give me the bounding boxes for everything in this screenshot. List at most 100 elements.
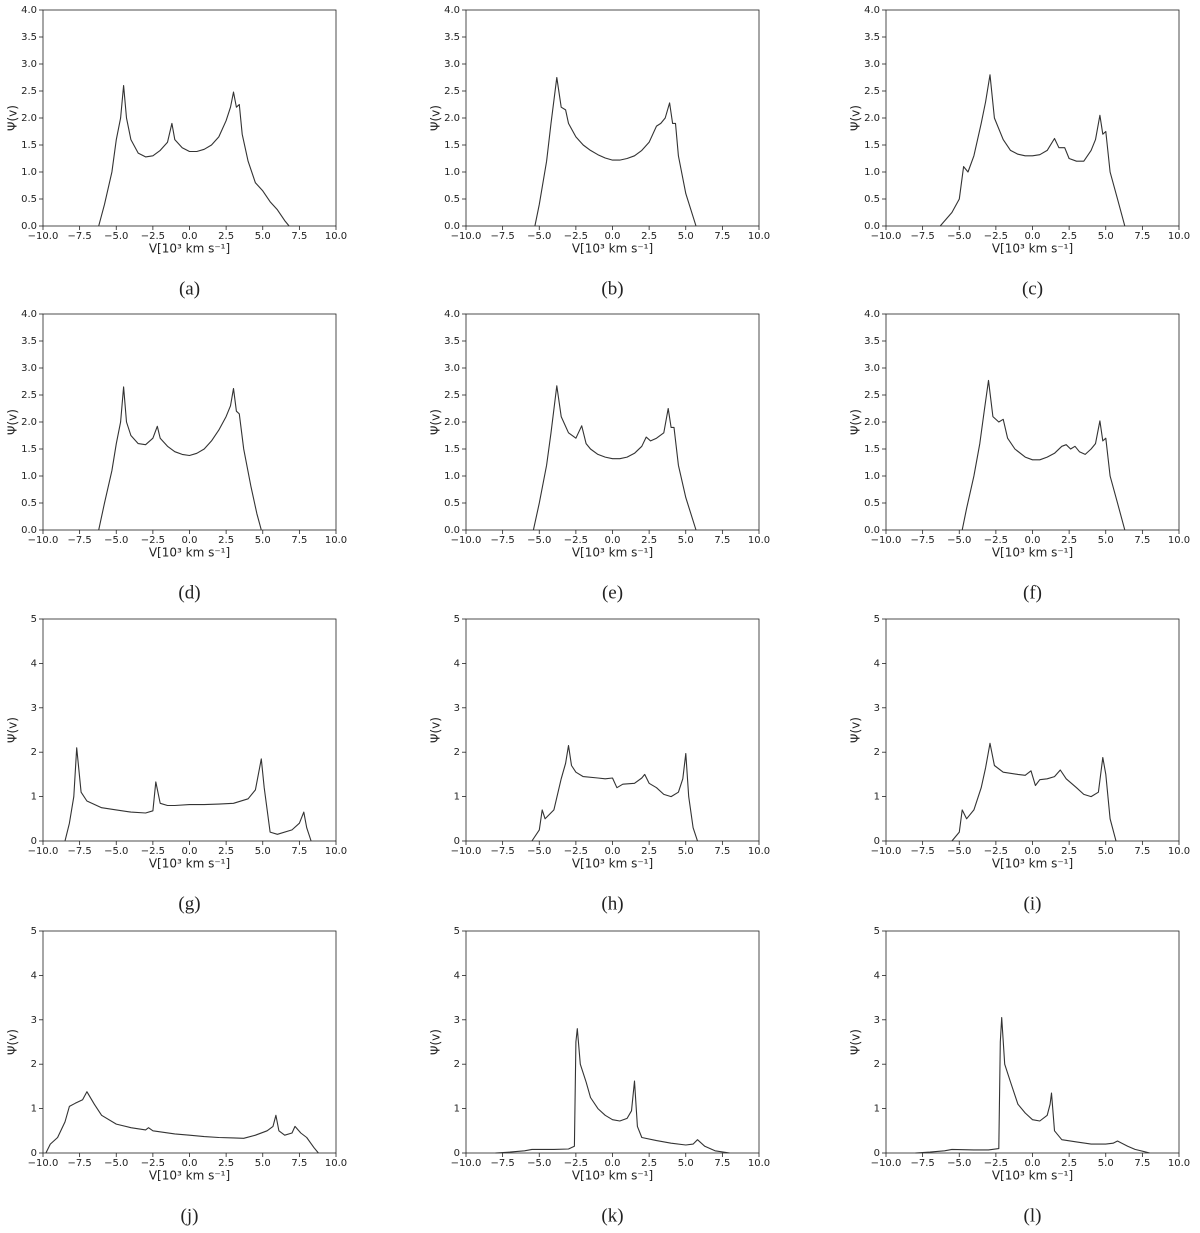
y-tick-label: 3.0 <box>444 363 460 374</box>
y-tick-label: 5 <box>31 614 37 625</box>
x-tick-label: −7.5 <box>910 231 934 242</box>
x-tick-label: 7.5 <box>1134 535 1150 546</box>
y-tick-label: 2 <box>31 747 37 758</box>
data-line <box>939 74 1126 227</box>
x-tick-label: 0.0 <box>605 231 621 242</box>
x-tick-label: 7.5 <box>714 535 730 546</box>
x-axis-label: V[10³ km s⁻¹] <box>572 546 653 560</box>
x-tick-label: −2.5 <box>564 535 588 546</box>
panel: −10.0 −7.5 −5.0 −2.5 0.0 2.5 5.0 7.5 10.0 0 1 2 3 4 5 V… <box>849 614 1191 914</box>
plot-frame <box>42 313 337 531</box>
y-axis-label: Ψ(v) <box>429 717 443 743</box>
x-tick-label: 2.5 <box>218 535 234 546</box>
y-axis-label: Ψ(v) <box>429 105 443 131</box>
y-tick-label: 0 <box>31 836 37 847</box>
y-tick-label: 4.0 <box>864 309 880 320</box>
x-tick-label: 0.0 <box>182 535 198 546</box>
x-tick-label: 2.5 <box>218 1158 234 1169</box>
plot-frame <box>885 9 1180 227</box>
plot-frame <box>465 9 760 227</box>
x-tick-label: 7.5 <box>1134 231 1150 242</box>
y-tick-label: 5 <box>31 926 37 937</box>
y-tick-label: 0.0 <box>864 525 880 536</box>
x-tick-label: 7.5 <box>1134 1158 1150 1169</box>
x-tick-label: −2.5 <box>984 535 1008 546</box>
x-tick-label: 10.0 <box>325 535 347 546</box>
y-tick-label: 2.0 <box>21 113 37 124</box>
plot-frame <box>465 618 760 842</box>
y-axis-label: Ψ(v) <box>429 1029 443 1055</box>
x-tick-label: 5.0 <box>255 1158 271 1169</box>
x-tick-label: 7.5 <box>714 846 730 857</box>
y-axis-label: Ψ(v) <box>6 1029 20 1055</box>
x-tick-label: 5.0 <box>1098 1158 1114 1169</box>
y-tick-label: 0.0 <box>21 525 37 536</box>
x-tick-label: 5.0 <box>1098 535 1114 546</box>
y-tick-label: 0.5 <box>864 498 880 509</box>
y-tick-label: 0 <box>454 836 460 847</box>
y-tick-label: 4 <box>31 658 37 669</box>
x-tick-label: 7.5 <box>291 535 307 546</box>
y-tick-label: 4 <box>454 970 460 981</box>
y-tick-label: 3 <box>454 1015 460 1026</box>
plot-frame <box>42 9 337 227</box>
y-tick-label: 0.5 <box>21 194 37 205</box>
y-axis-label: Ψ(v) <box>6 409 20 435</box>
y-tick-label: 0.0 <box>444 525 460 536</box>
y-tick-label: 3.5 <box>21 32 37 43</box>
panel: −10.0 −7.5 −5.0 −2.5 0.0 2.5 5.0 7.5 10.0 0 1 2 3 4 5 V… <box>6 614 348 914</box>
x-tick-label: −2.5 <box>141 1158 165 1169</box>
y-tick-label: 0 <box>874 1148 880 1159</box>
y-tick-label: 2.5 <box>444 86 460 97</box>
x-tick-label: 7.5 <box>714 1158 730 1169</box>
plot-frame <box>465 313 760 531</box>
y-tick-label: 0.5 <box>21 498 37 509</box>
data-line <box>98 386 262 531</box>
data-line <box>534 76 697 227</box>
x-tick-label: 0.0 <box>605 846 621 857</box>
x-tick-label: −5.0 <box>947 231 971 242</box>
x-tick-label: 7.5 <box>291 846 307 857</box>
y-tick-label: 2.5 <box>864 86 880 97</box>
x-tick-label: −7.5 <box>910 535 934 546</box>
x-tick-label: 0.0 <box>1025 231 1041 242</box>
y-tick-label: 3.0 <box>21 59 37 70</box>
x-tick-label: 5.0 <box>678 535 694 546</box>
y-axis-label: Ψ(v) <box>849 409 863 435</box>
caption: (a) <box>179 278 200 299</box>
caption: (c) <box>1022 278 1043 299</box>
y-tick-label: 3 <box>31 1015 37 1026</box>
x-tick-label: 0.0 <box>182 846 198 857</box>
y-tick-label: 5 <box>874 926 880 937</box>
caption: (k) <box>601 1205 623 1226</box>
x-tick-label: −7.5 <box>490 231 514 242</box>
caption: (f) <box>1023 582 1042 603</box>
y-tick-label: 4.0 <box>444 309 460 320</box>
x-tick-label: −7.5 <box>490 535 514 546</box>
y-tick-label: 4 <box>874 658 880 669</box>
y-tick-label: 4.0 <box>864 5 880 16</box>
x-tick-label: 2.5 <box>641 1158 657 1169</box>
x-axis-label: V[10³ km s⁻¹] <box>572 1169 653 1183</box>
y-tick-label: 2.5 <box>21 390 37 401</box>
y-tick-label: 0.0 <box>21 221 37 232</box>
y-tick-label: 1 <box>454 792 460 803</box>
x-tick-label: 5.0 <box>678 1158 694 1169</box>
x-tick-label: 2.5 <box>1061 1158 1077 1169</box>
x-tick-label: 7.5 <box>714 231 730 242</box>
y-tick-label: 1.0 <box>444 167 460 178</box>
y-tick-label: 0 <box>874 836 880 847</box>
x-tick-label: −5.0 <box>104 231 128 242</box>
x-tick-label: −7.5 <box>490 1158 514 1169</box>
panel: −10.0 −7.5 −5.0 −2.5 0.0 2.5 5.0 7.5 10.0 0 1 2 3 4 5 V… <box>429 926 771 1226</box>
panel: −10.0 −7.5 −5.0 −2.5 0.0 2.5 5.0 7.5 10.0 0.0 0.5 1… <box>849 309 1191 603</box>
x-tick-label: 2.5 <box>218 846 234 857</box>
y-tick-label: 1.0 <box>444 471 460 482</box>
y-tick-label: 2.0 <box>21 417 37 428</box>
data-line <box>64 747 312 842</box>
x-tick-label: 0.0 <box>182 1158 198 1169</box>
caption: (l) <box>1024 1205 1042 1226</box>
x-tick-label: 2.5 <box>1061 535 1077 546</box>
caption: (i) <box>1024 893 1042 914</box>
